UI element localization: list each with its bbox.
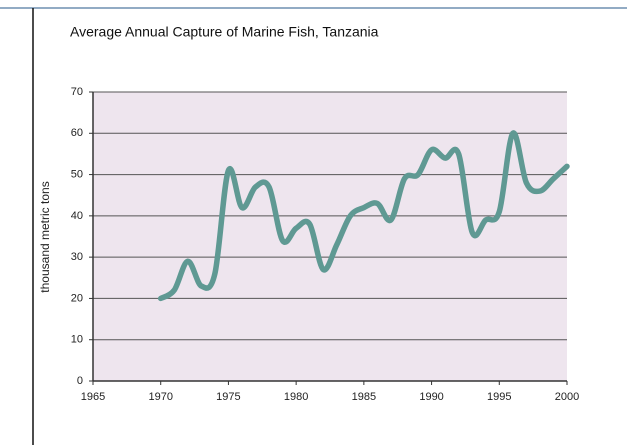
x-tick-label: 1965 xyxy=(81,391,105,403)
y-tick-label: 10 xyxy=(71,334,83,346)
x-tick-label: 1975 xyxy=(216,391,240,403)
y-tick-label: 40 xyxy=(71,210,83,222)
chart-title: Average Annual Capture of Marine Fish, T… xyxy=(70,24,379,40)
data-line xyxy=(157,130,570,302)
y-tick-label: 20 xyxy=(71,292,83,304)
x-tick-label: 1970 xyxy=(148,391,172,403)
y-tick-label: 70 xyxy=(71,86,83,98)
y-tick-label: 60 xyxy=(71,127,83,139)
y-axis-label: thousand metric tons xyxy=(38,181,52,292)
x-tick-label: 1995 xyxy=(487,391,511,403)
y-tick-label: 0 xyxy=(77,375,83,387)
x-tick-label: 2000 xyxy=(555,391,579,403)
x-tick-label: 1980 xyxy=(284,391,308,403)
x-tick-label: 1985 xyxy=(352,391,376,403)
y-tick-label: 30 xyxy=(71,251,83,263)
plot-area xyxy=(93,92,567,381)
y-tick-label: 50 xyxy=(71,168,83,180)
x-tick-label: 1990 xyxy=(419,391,443,403)
